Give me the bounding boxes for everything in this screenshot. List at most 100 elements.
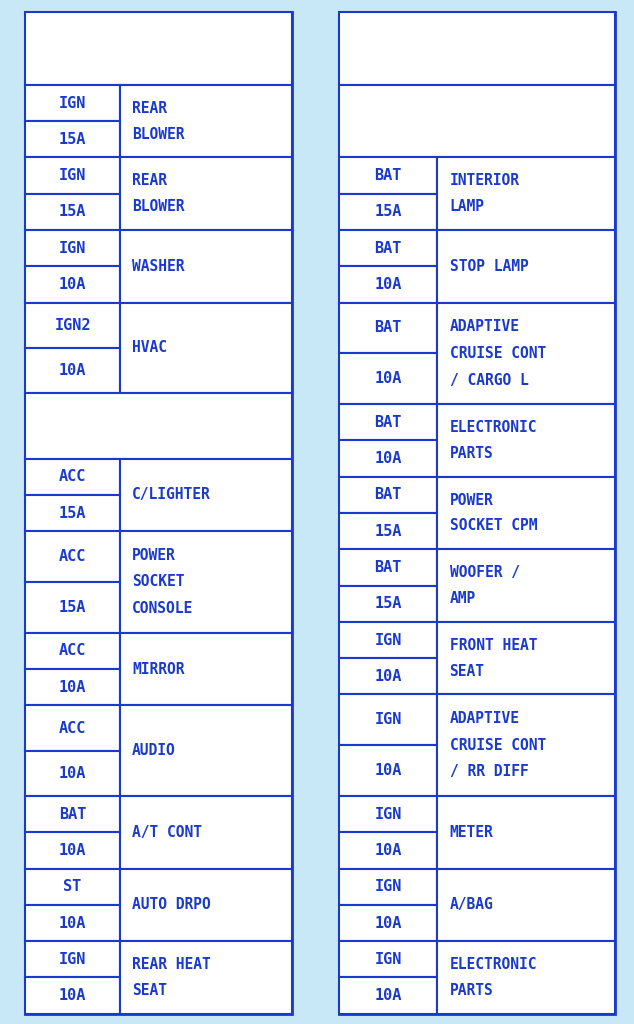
Text: 10A: 10A: [59, 364, 86, 378]
Bar: [25, 12, 292, 85]
Text: REAR: REAR: [132, 173, 167, 188]
Text: BAT: BAT: [59, 807, 86, 821]
Text: LAMP: LAMP: [450, 200, 484, 214]
Bar: [437, 158, 615, 230]
Bar: [339, 194, 437, 230]
Bar: [339, 549, 437, 586]
Bar: [437, 622, 615, 694]
Bar: [25, 582, 120, 633]
Text: A/T CONT: A/T CONT: [132, 825, 202, 840]
Bar: [25, 158, 120, 194]
Text: FRONT HEAT: FRONT HEAT: [450, 638, 537, 652]
Text: AUTO DRPO: AUTO DRPO: [132, 897, 210, 912]
Bar: [25, 531, 120, 582]
Bar: [25, 85, 120, 121]
Text: ACC: ACC: [59, 721, 86, 735]
Bar: [437, 868, 615, 941]
Bar: [120, 459, 292, 531]
Text: WOOFER /: WOOFER /: [450, 565, 519, 581]
Text: ST: ST: [63, 880, 82, 894]
Text: / RR DIFF: / RR DIFF: [450, 765, 528, 779]
Bar: [25, 796, 120, 833]
Text: 10A: 10A: [375, 843, 402, 858]
Text: / CARGO L: / CARGO L: [450, 373, 528, 388]
Bar: [25, 868, 120, 905]
Bar: [339, 796, 437, 833]
Text: 10A: 10A: [375, 988, 402, 1004]
Bar: [25, 833, 120, 868]
Bar: [120, 158, 292, 230]
Text: BAT: BAT: [375, 321, 402, 336]
Text: IGN2: IGN2: [55, 317, 91, 333]
Text: 10A: 10A: [59, 276, 86, 292]
Text: ADAPTIVE: ADAPTIVE: [450, 319, 519, 334]
Text: BLOWER: BLOWER: [132, 200, 184, 214]
Text: 15A: 15A: [375, 596, 402, 611]
Bar: [339, 622, 437, 658]
Text: MIRROR: MIRROR: [132, 662, 184, 677]
Bar: [437, 230, 615, 302]
Text: C/LIGHTER: C/LIGHTER: [132, 487, 210, 503]
Text: BAT: BAT: [375, 487, 402, 503]
Text: 10A: 10A: [375, 372, 402, 386]
Bar: [339, 513, 437, 549]
Text: 10A: 10A: [59, 680, 86, 694]
Text: INTERIOR: INTERIOR: [450, 173, 519, 188]
Bar: [25, 393, 292, 459]
Bar: [339, 658, 437, 694]
Text: ADAPTIVE: ADAPTIVE: [450, 711, 519, 726]
Text: 10A: 10A: [375, 276, 402, 292]
Text: REAR HEAT: REAR HEAT: [132, 957, 210, 972]
Text: 10A: 10A: [59, 766, 86, 781]
Bar: [120, 941, 292, 1014]
Bar: [437, 477, 615, 549]
Bar: [437, 796, 615, 868]
Bar: [120, 796, 292, 868]
Bar: [437, 404, 615, 477]
Text: 15A: 15A: [59, 506, 86, 520]
Bar: [120, 531, 292, 633]
Bar: [437, 549, 615, 622]
Text: BAT: BAT: [375, 168, 402, 183]
Text: WASHER: WASHER: [132, 259, 184, 273]
Text: A/BAG: A/BAG: [450, 897, 493, 912]
Text: IGN: IGN: [59, 95, 86, 111]
Bar: [120, 230, 292, 302]
Text: IGN: IGN: [59, 952, 86, 967]
Bar: [437, 694, 615, 796]
Bar: [437, 302, 615, 404]
Text: METER: METER: [450, 825, 493, 840]
Text: 15A: 15A: [375, 523, 402, 539]
Text: 10A: 10A: [375, 669, 402, 684]
Bar: [25, 633, 120, 669]
Text: IGN: IGN: [375, 952, 402, 967]
Text: ELECTRONIC: ELECTRONIC: [450, 957, 537, 972]
Bar: [25, 348, 120, 393]
Text: 15A: 15A: [59, 132, 86, 146]
Text: ACC: ACC: [59, 549, 86, 564]
Bar: [339, 266, 437, 302]
Text: 15A: 15A: [59, 600, 86, 614]
Bar: [339, 230, 437, 266]
Bar: [120, 302, 292, 393]
Bar: [339, 302, 437, 353]
Bar: [25, 12, 292, 1014]
Bar: [25, 978, 120, 1014]
Text: REAR: REAR: [132, 100, 167, 116]
Text: SOCKET: SOCKET: [132, 574, 184, 590]
Text: AMP: AMP: [450, 591, 476, 606]
Bar: [25, 495, 120, 531]
Bar: [339, 941, 437, 978]
Text: BAT: BAT: [375, 415, 402, 430]
Text: CRUISE CONT: CRUISE CONT: [450, 346, 546, 360]
Bar: [339, 586, 437, 622]
Bar: [339, 694, 437, 745]
Text: ACC: ACC: [59, 469, 86, 484]
Bar: [339, 905, 437, 941]
Text: POWER: POWER: [450, 493, 493, 508]
Bar: [25, 459, 120, 495]
Bar: [25, 121, 120, 158]
Bar: [120, 85, 292, 158]
Text: POWER: POWER: [132, 548, 176, 563]
Bar: [120, 868, 292, 941]
